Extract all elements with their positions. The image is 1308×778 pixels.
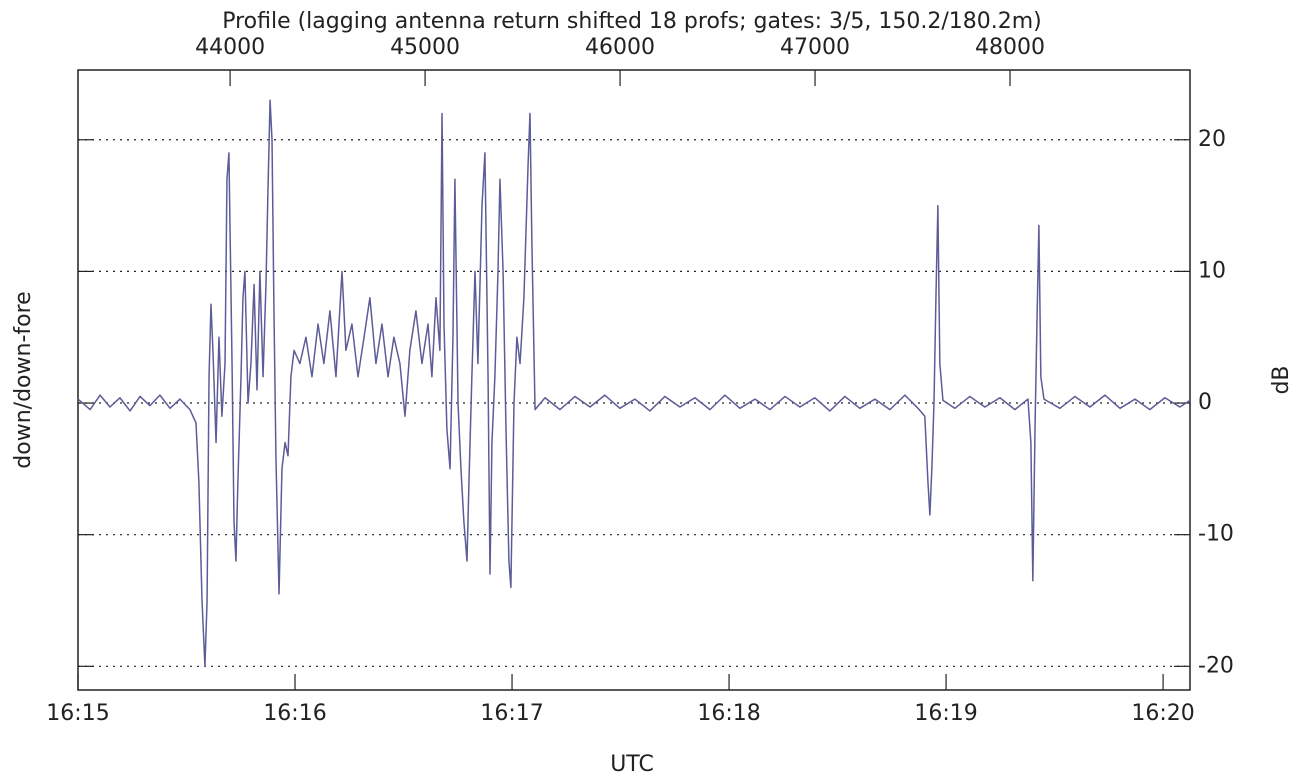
y2-tick-label: -20: [1198, 653, 1234, 678]
x-tick-label: 16:20: [1131, 701, 1194, 726]
x-tick-label: 16:17: [480, 701, 543, 726]
y2-tick-label: 20: [1198, 127, 1226, 152]
plot-frame: [77, 69, 1191, 691]
y2-axis-label: dB: [1269, 365, 1294, 394]
x2-tick-label: 48000: [975, 35, 1045, 60]
x-axis-label: UTC: [610, 752, 654, 777]
x2-tick-label: 45000: [390, 35, 460, 60]
y-axis-label: down/down-fore: [11, 291, 36, 468]
x-tick-label: 16:16: [263, 701, 326, 726]
x2-tick-label: 46000: [585, 35, 655, 60]
x-tick-label: 16:18: [697, 701, 760, 726]
y2-tick-label: 0: [1198, 390, 1212, 415]
x-tick-label: 16:15: [46, 701, 109, 726]
y2-tick-label: 10: [1198, 258, 1226, 283]
x-tick-label: 16:19: [914, 701, 977, 726]
x2-tick-label: 47000: [780, 35, 850, 60]
chart-title: Profile (lagging antenna return shifted …: [222, 9, 1042, 34]
x2-tick-label: 44000: [195, 35, 265, 60]
data-line: [77, 99, 1191, 668]
y2-tick-label: -10: [1198, 522, 1234, 547]
